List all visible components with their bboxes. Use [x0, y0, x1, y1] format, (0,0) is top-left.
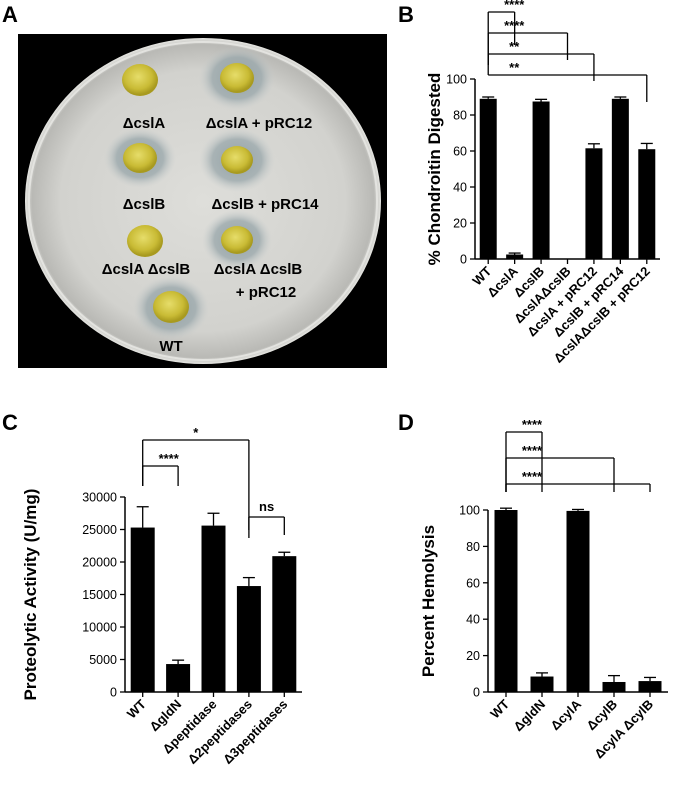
- bar: [236, 586, 261, 692]
- sig-label: ****: [504, 18, 525, 33]
- chart-proteolytic: 0 5000 10000 15000 20000 25000 30000 Proteolyti…: [21, 425, 302, 767]
- plate-label-cslb-prc14: ΔcslB + pRC14: [211, 196, 319, 213]
- bar: [166, 664, 191, 692]
- bar: [130, 527, 155, 692]
- bar: [638, 681, 662, 692]
- bar: [566, 510, 590, 692]
- y-axis-title: Percent Hemolysis: [419, 525, 438, 677]
- colony-cslb: [123, 143, 157, 173]
- y-tick-label: 0: [460, 253, 467, 267]
- bar: [201, 525, 226, 692]
- y-axis-title: % Chondroitin Digested: [425, 73, 444, 266]
- y-tick-label: 30000: [82, 491, 117, 505]
- plate-photo: ΔcslA ΔcslA + pRC12 ΔcslB ΔcslB + pRC14 …: [18, 34, 387, 368]
- panel-letter-c: C: [2, 410, 18, 435]
- plate-label-cslacslb: ΔcslA ΔcslB: [102, 261, 191, 278]
- category-label: WT: [124, 696, 149, 721]
- bar: [506, 254, 524, 259]
- y-tick-label: 20000: [82, 556, 117, 570]
- bar: [532, 101, 550, 259]
- sig-label: ****: [522, 469, 543, 484]
- panel-letter-b: B: [398, 2, 414, 27]
- bar: [479, 98, 497, 259]
- y-tick-label: 25000: [82, 523, 117, 537]
- colony-csla-prc12: [220, 63, 254, 93]
- y-tick-label: 0: [473, 686, 480, 700]
- colony-cslb-prc14: [221, 146, 253, 174]
- y-tick-label: 60: [466, 576, 480, 590]
- category-label: ΔcylA: [547, 696, 584, 733]
- sig-label: **: [509, 60, 520, 75]
- sig-label: ****: [522, 443, 543, 458]
- plate-label-cslacslb-prc12-line2: + pRC12: [236, 284, 296, 301]
- sig-label: ****: [159, 451, 180, 466]
- sig-label: ****: [522, 417, 543, 432]
- y-tick-label: 20: [453, 217, 467, 231]
- bar: [638, 149, 656, 259]
- category-label: WT: [487, 696, 512, 721]
- y-tick-label: 80: [466, 540, 480, 554]
- y-tick-label: 20: [466, 649, 480, 663]
- y-tick-label: 15000: [82, 588, 117, 602]
- colony-csla: [122, 64, 158, 96]
- sig-label: ****: [504, 0, 525, 12]
- y-tick-label: 5000: [89, 653, 117, 667]
- bar: [585, 148, 603, 259]
- plate-label-csla: ΔcslA: [123, 115, 166, 132]
- y-axis-title: Proteolytic Activity (U/mg): [21, 489, 40, 701]
- bar: [494, 510, 518, 692]
- y-tick-label: 40: [453, 181, 467, 195]
- sig-label: *: [193, 425, 199, 440]
- y-tick-label: 40: [466, 613, 480, 627]
- y-tick-label: 80: [453, 109, 467, 123]
- agar-plate: [25, 38, 381, 364]
- colony-cslacslb-prc12: [221, 226, 253, 254]
- plate-label-csla-prc12: ΔcslA + pRC12: [206, 115, 313, 132]
- y-tick-label: 100: [459, 504, 480, 518]
- y-tick-label: 60: [453, 145, 467, 159]
- panel-letter-d: D: [398, 410, 414, 435]
- colony-cslacslb: [127, 225, 163, 257]
- bar: [611, 98, 629, 259]
- bar: [530, 676, 554, 692]
- plate-label-wt: WT: [159, 338, 182, 355]
- plate-label-cslacslb-prc12: ΔcslA ΔcslB: [214, 261, 303, 278]
- y-tick-label: 100: [446, 73, 467, 87]
- plate-label-cslb: ΔcslB: [123, 196, 166, 213]
- y-tick-label: 10000: [82, 621, 117, 635]
- colony-wt: [153, 291, 189, 323]
- sig-label: ns: [259, 499, 274, 514]
- category-label: ΔgldN: [510, 697, 548, 735]
- panel-letter-a: A: [2, 2, 18, 27]
- y-tick-label: 0: [110, 686, 117, 700]
- plate-rim: [28, 41, 378, 361]
- bar: [602, 681, 626, 692]
- sig-label: **: [509, 39, 520, 54]
- bar: [272, 556, 297, 692]
- category-label: Δ3peptidases: [220, 697, 290, 767]
